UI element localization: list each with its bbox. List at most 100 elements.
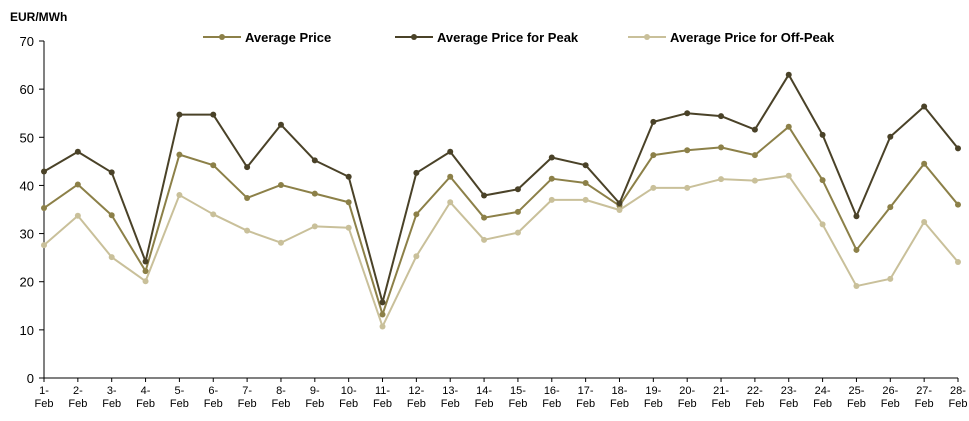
data-point: [853, 213, 860, 220]
data-point: [447, 173, 454, 180]
data-point: [244, 194, 251, 201]
series-layer: [41, 71, 961, 330]
x-ticks: 1-Feb 2-Feb 3-Feb 4-Feb 5-Feb 6-Feb 7-Feb 8-Feb…: [35, 378, 968, 410]
data-point: [548, 154, 555, 161]
data-point: [311, 223, 318, 230]
x-tick-label: 10-Feb: [339, 385, 358, 410]
x-tick-label: 25-Feb: [847, 385, 866, 410]
series-line: [43, 174, 959, 328]
data-point: [481, 214, 488, 221]
data-point: [277, 239, 284, 246]
data-point: [447, 148, 454, 155]
legend-marker: [644, 34, 650, 40]
data-point: [277, 121, 284, 128]
x-tick-label: 21-Feb: [712, 385, 731, 410]
legend-label: Average Price for Off-Peak: [670, 30, 835, 45]
data-point: [582, 180, 589, 187]
data-point: [142, 268, 149, 275]
data-point: [616, 200, 623, 207]
y-tick-label: 40: [20, 178, 34, 193]
data-point: [74, 181, 81, 188]
data-point: [684, 147, 691, 154]
data-point: [210, 111, 217, 118]
series-line: [43, 125, 959, 316]
y-tick-label: 30: [20, 227, 34, 242]
data-point: [548, 196, 555, 203]
data-point: [244, 227, 251, 234]
data-point: [108, 212, 115, 219]
data-point: [176, 111, 183, 118]
data-point: [751, 177, 758, 184]
data-point: [718, 144, 725, 151]
x-tick-label: 26-Feb: [881, 385, 900, 410]
data-point: [684, 110, 691, 117]
data-point: [853, 246, 860, 253]
data-point: [345, 173, 352, 180]
data-point: [142, 258, 149, 265]
data-point: [819, 221, 826, 228]
data-point: [108, 169, 115, 176]
data-point: [921, 103, 928, 110]
x-tick-label: 14-Feb: [475, 385, 494, 410]
y-tick-label: 10: [20, 323, 34, 338]
data-point: [74, 148, 81, 155]
data-point: [413, 211, 420, 218]
x-tick-label: 18-Feb: [610, 385, 629, 410]
y-tick-label: 50: [20, 130, 34, 145]
y-ticks: 0 10 20 30 40 50 60 70: [20, 34, 44, 386]
data-point: [345, 224, 352, 231]
data-point: [887, 204, 894, 211]
data-point: [548, 175, 555, 182]
legend-label: Average Price: [245, 30, 331, 45]
x-tick-label: 16-Feb: [542, 385, 561, 410]
x-tick-label: 22-Feb: [745, 385, 764, 410]
data-point: [785, 71, 792, 78]
x-tick-label: 19-Feb: [644, 385, 663, 410]
data-point: [41, 168, 47, 175]
data-point: [955, 145, 961, 152]
x-tick-label: 3-Feb: [102, 385, 121, 410]
x-tick-label: 28-Feb: [949, 385, 968, 410]
data-point: [41, 242, 47, 249]
data-point: [955, 201, 961, 208]
y-axis-unit-label: EUR/MWh: [10, 10, 67, 24]
axes: [43, 41, 958, 379]
data-point: [447, 199, 454, 206]
legend-marker: [219, 34, 225, 40]
data-point: [210, 211, 217, 218]
data-point: [684, 184, 691, 191]
data-point: [751, 152, 758, 159]
x-tick-label: 17-Feb: [576, 385, 595, 410]
data-point: [481, 236, 488, 243]
x-tick-label: 7-Feb: [238, 385, 257, 410]
legend: Average Price Average Price for Peak Avera…: [203, 30, 835, 45]
data-point: [413, 253, 420, 260]
x-tick-label: 4-Feb: [136, 385, 155, 410]
y-tick-label: 60: [20, 82, 34, 97]
data-point: [853, 283, 860, 290]
x-tick-label: 9-Feb: [305, 385, 324, 410]
x-tick-label: 24-Feb: [813, 385, 832, 410]
data-point: [718, 113, 725, 120]
x-tick-label: 11-Feb: [373, 385, 392, 410]
data-point: [819, 131, 826, 138]
data-point: [142, 278, 149, 285]
data-point: [244, 164, 251, 171]
data-point: [176, 151, 183, 158]
data-point: [311, 190, 318, 197]
data-point: [751, 126, 758, 133]
data-point: [650, 118, 657, 125]
data-point: [582, 196, 589, 203]
data-point: [311, 157, 318, 164]
data-point: [718, 176, 725, 183]
data-point: [41, 205, 47, 212]
data-point: [74, 212, 81, 219]
x-tick-label: 12-Feb: [407, 385, 426, 410]
series-line: [43, 73, 959, 304]
data-point: [379, 299, 386, 306]
x-tick-label: 15-Feb: [508, 385, 527, 410]
data-point: [582, 162, 589, 169]
x-tick-label: 5-Feb: [170, 385, 189, 410]
